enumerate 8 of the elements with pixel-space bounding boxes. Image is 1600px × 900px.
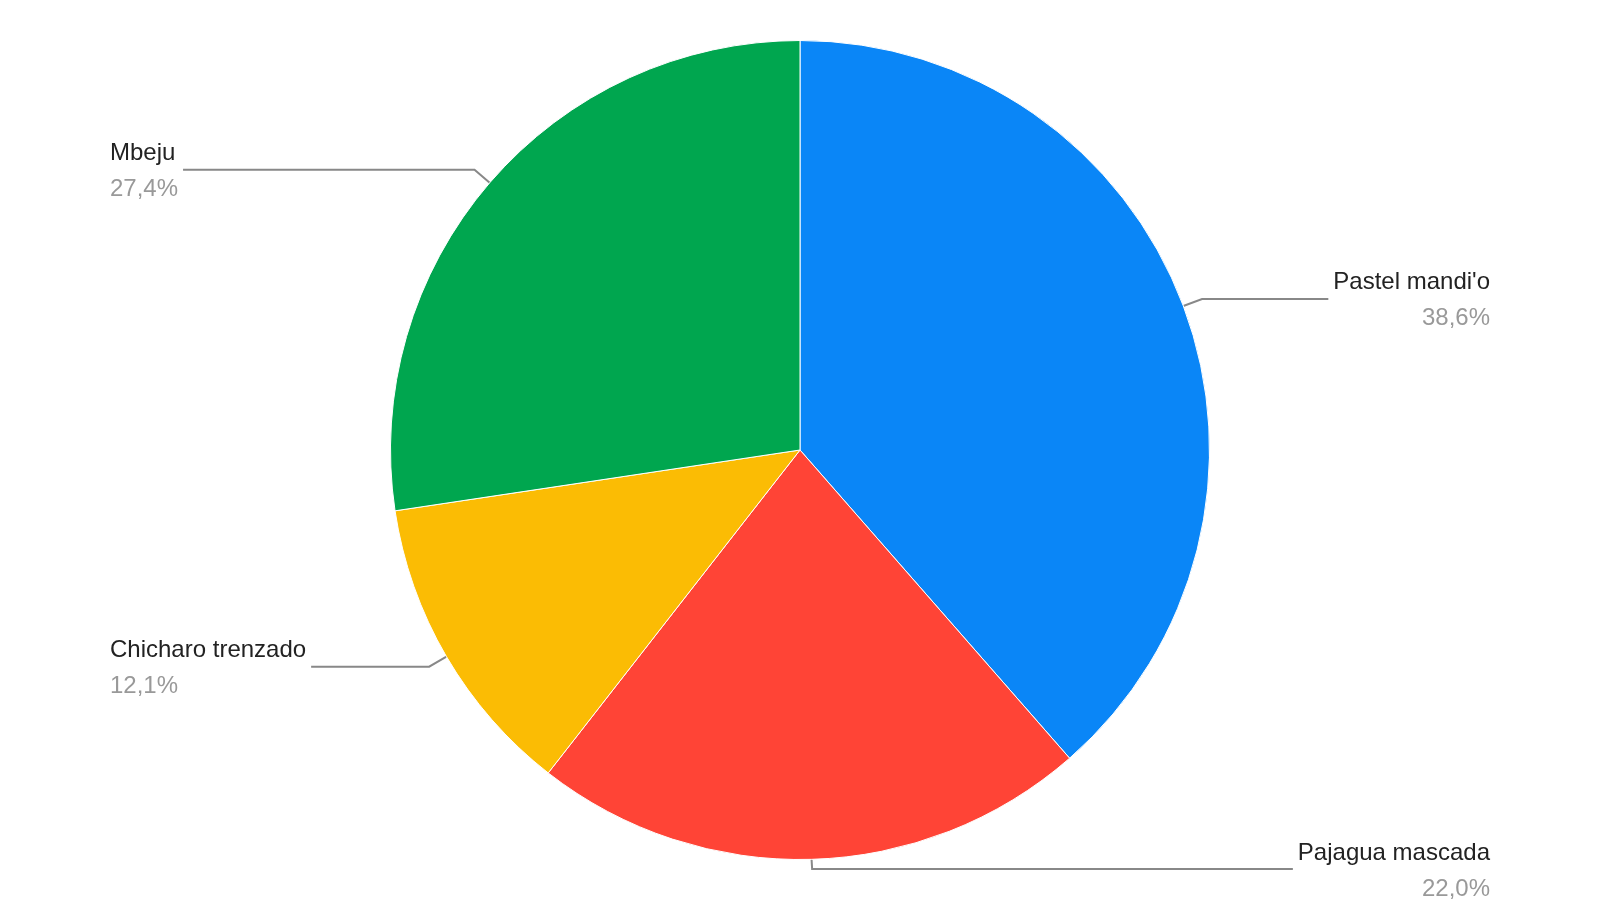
slice-label: Mbeju [110,138,176,166]
slice-label: Chicharo trenzado [110,635,307,663]
slice-label: Pastel mandi'o [1333,267,1490,295]
data-label: 12,1% [110,671,179,699]
data-label: 27,4% [110,174,179,202]
data-label: 38,6% [1421,303,1490,331]
slice-label: Pajagua mascada [1297,837,1491,865]
data-label: 22,0% [1421,873,1490,900]
